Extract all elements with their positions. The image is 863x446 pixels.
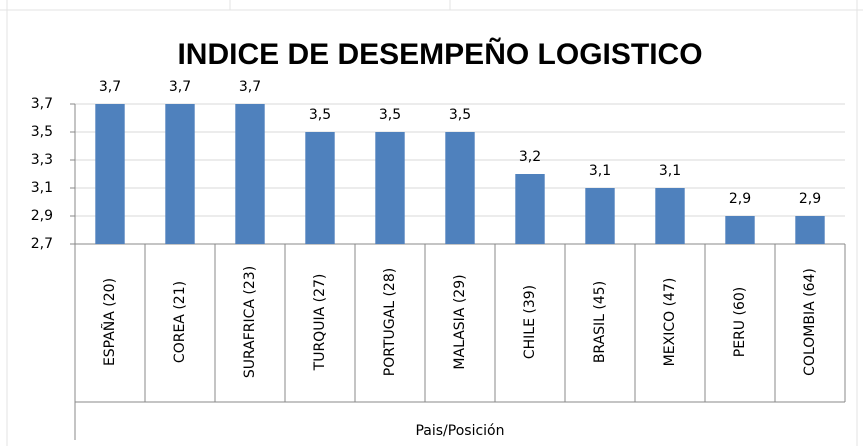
bar bbox=[585, 188, 615, 244]
y-tick-label: 3,5 bbox=[31, 124, 53, 140]
bar bbox=[165, 104, 195, 244]
x-axis-title: Pais/Posición bbox=[415, 423, 504, 439]
bar bbox=[305, 132, 335, 244]
value-label: 2,9 bbox=[729, 191, 751, 207]
x-tick-label: ESPAÑA (20) bbox=[101, 278, 118, 366]
value-label: 2,9 bbox=[799, 191, 821, 207]
bar bbox=[725, 216, 755, 244]
x-tick-label: COLOMBIA (64) bbox=[802, 268, 818, 376]
chart-title: INDICE DE DESEMPEÑO LOGISTICO bbox=[177, 37, 702, 71]
x-tick-label: TURQUIA (27) bbox=[312, 274, 328, 372]
value-label: 3,1 bbox=[589, 163, 611, 179]
y-tick-label: 3,1 bbox=[31, 180, 53, 196]
x-tick-label: MALASIA (29) bbox=[452, 274, 468, 369]
x-tick-label: CHILE (39) bbox=[522, 285, 538, 359]
x-tick-label: BRASIL (45) bbox=[592, 281, 608, 363]
value-label: 3,1 bbox=[659, 163, 681, 179]
value-label: 3,5 bbox=[309, 107, 331, 123]
value-label: 3,5 bbox=[379, 107, 401, 123]
value-label: 3,5 bbox=[449, 107, 471, 123]
bar bbox=[95, 104, 125, 244]
bar bbox=[795, 216, 825, 244]
y-tick-label: 3,7 bbox=[31, 96, 53, 112]
x-tick-label: SURAFRICA (23) bbox=[242, 266, 258, 378]
y-tick-label: 3,3 bbox=[31, 152, 53, 168]
value-label: 3,7 bbox=[169, 79, 191, 95]
y-tick-label: 2,7 bbox=[31, 236, 53, 252]
bar bbox=[655, 188, 685, 244]
value-label: 3,7 bbox=[239, 79, 261, 95]
y-tick-label: 2,9 bbox=[31, 208, 53, 224]
bar bbox=[235, 104, 265, 244]
value-label: 3,7 bbox=[99, 79, 121, 95]
bar bbox=[375, 132, 405, 244]
x-tick-label: PERU (60) bbox=[732, 287, 748, 357]
value-label: 3,2 bbox=[519, 149, 541, 165]
bar bbox=[445, 132, 475, 244]
x-tick-label: MEXICO (47) bbox=[662, 278, 678, 367]
x-tick-label: COREA (21) bbox=[172, 281, 188, 363]
bar bbox=[515, 174, 545, 244]
x-tick-label: PORTUGAL (28) bbox=[382, 268, 398, 376]
